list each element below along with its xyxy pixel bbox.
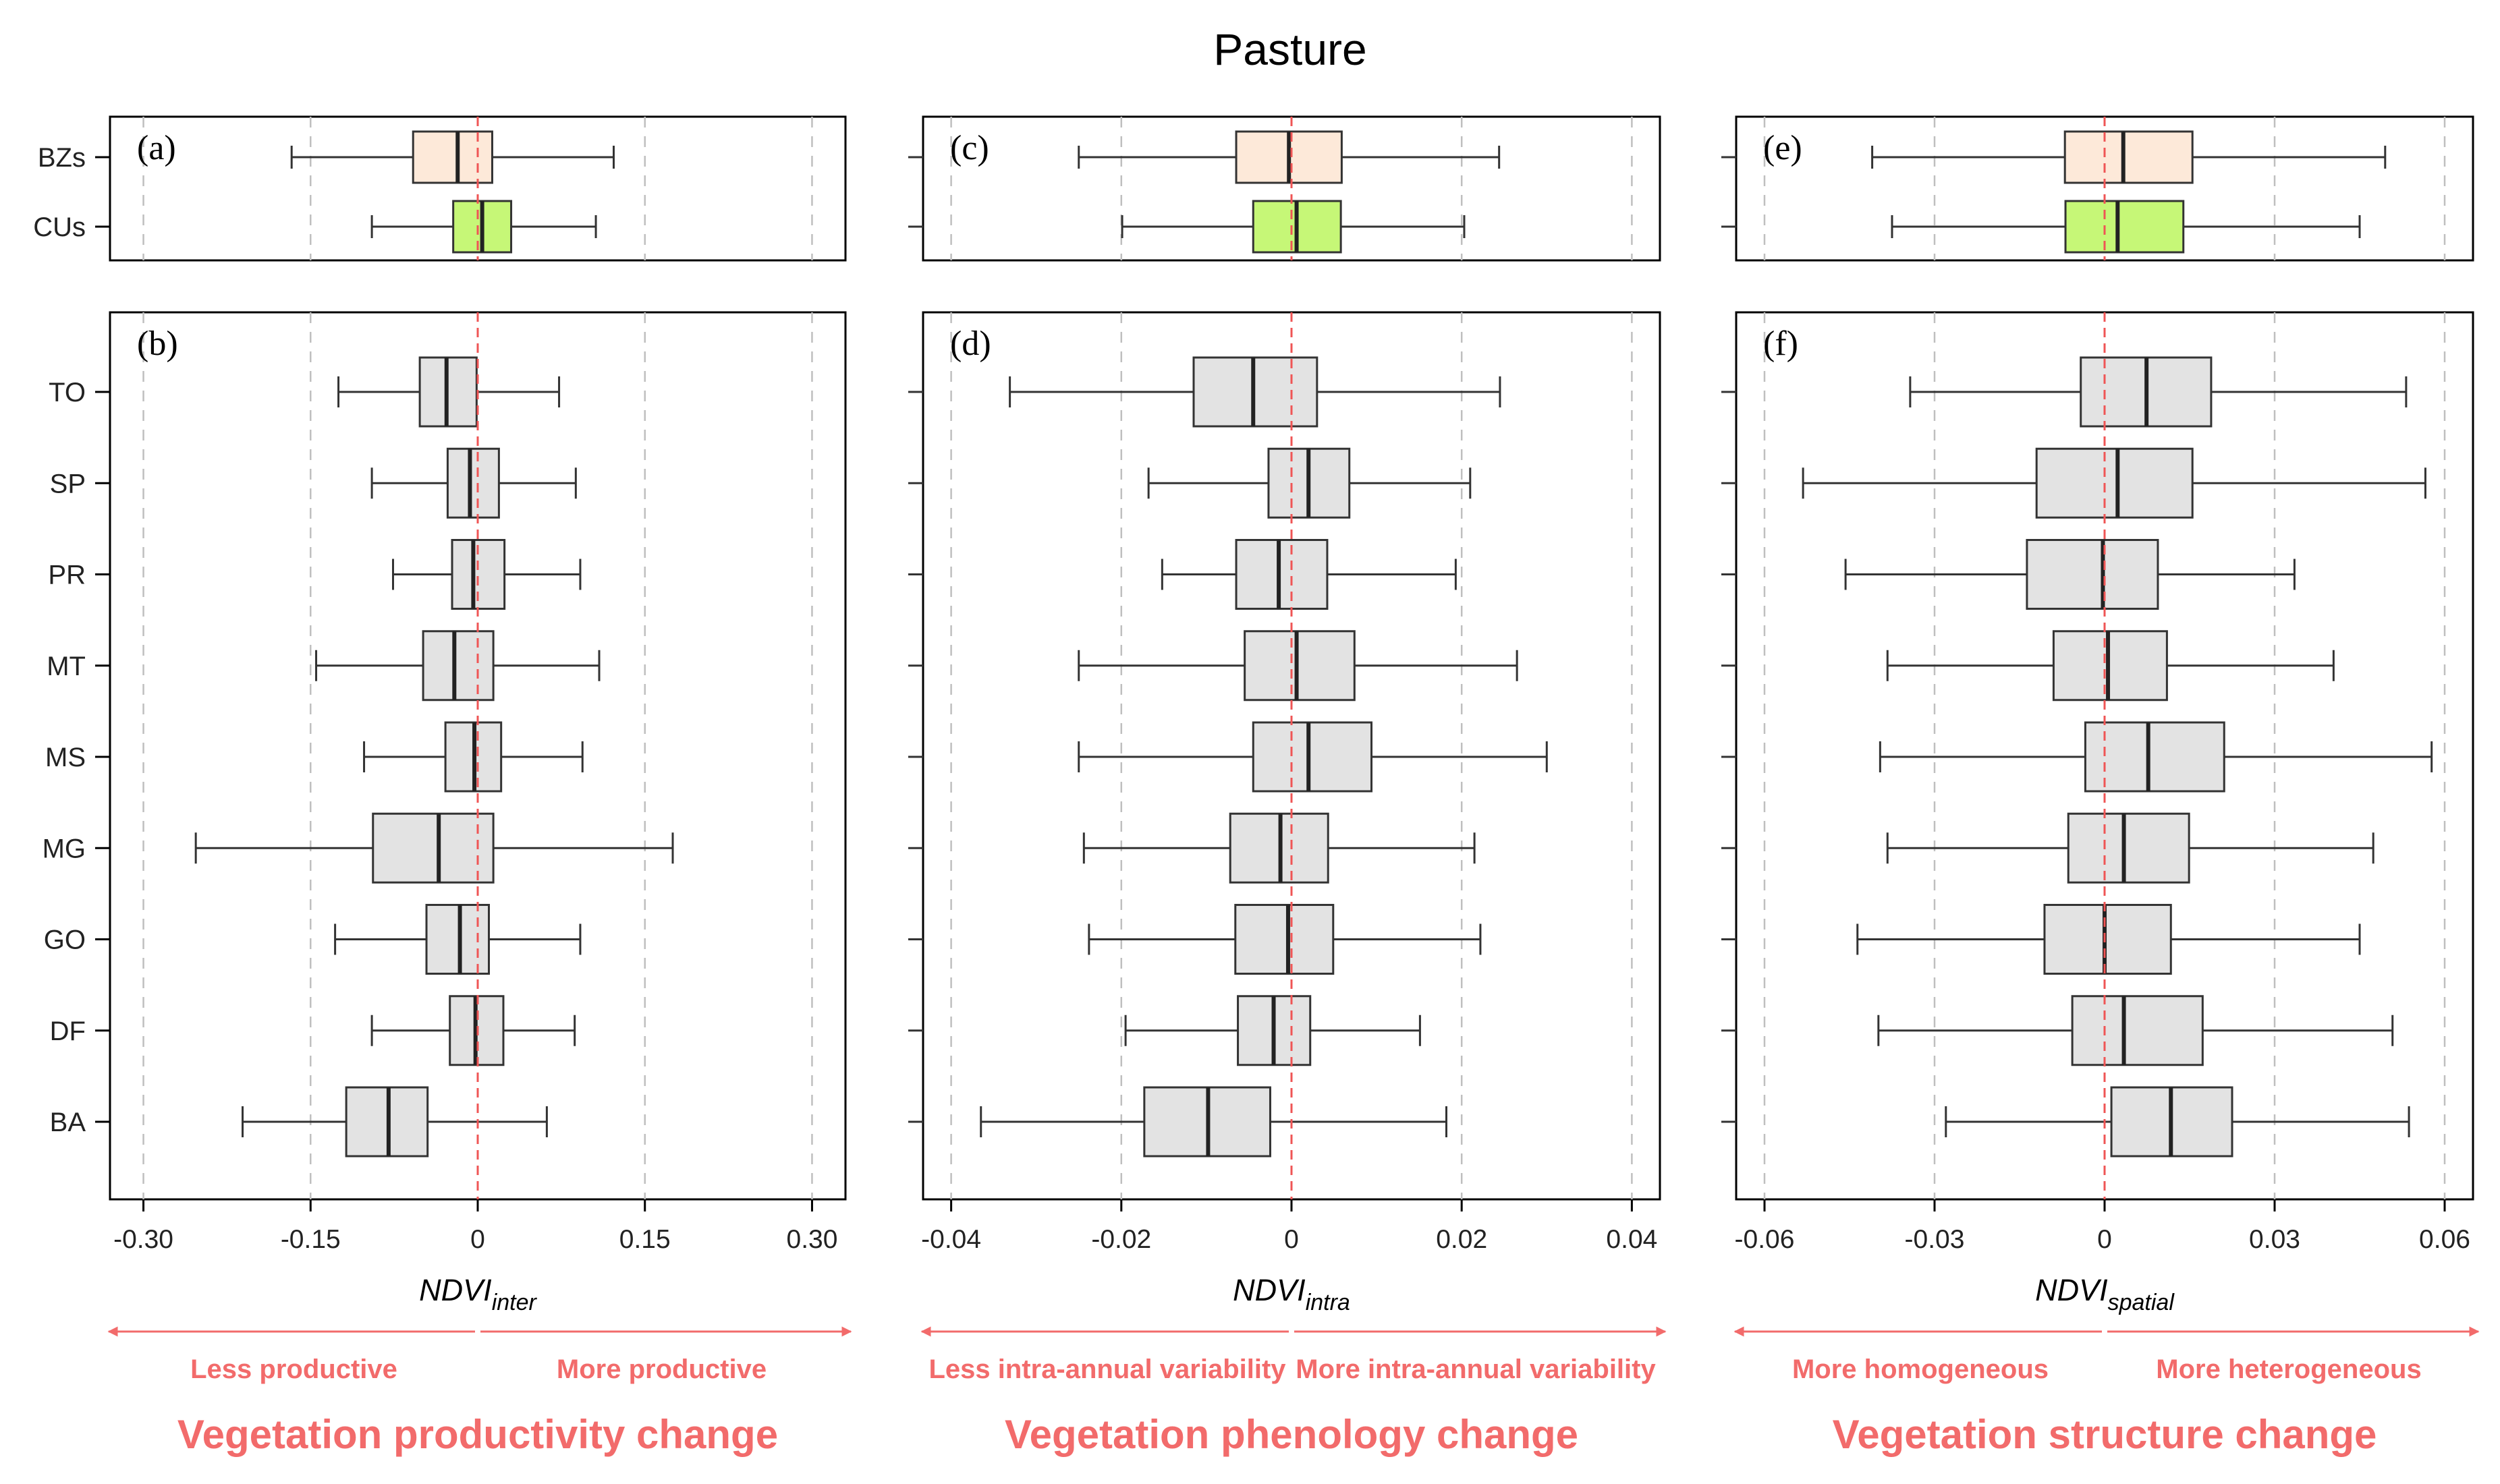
box-df	[2071, 995, 2204, 1066]
direction-label-left: Less intra-annual variability	[928, 1354, 1286, 1384]
box-ms	[1252, 721, 1373, 793]
direction-label-right: More productive	[557, 1354, 767, 1384]
panel-d: (d) -0.04 -0.02 0 0.02 0.04	[908, 311, 1661, 1254]
x-tick-label: -0.03	[1905, 1225, 1965, 1254]
x-tick-label: 0	[2097, 1225, 2112, 1254]
box-go	[425, 904, 491, 975]
x-tick-label: 0.03	[2249, 1225, 2300, 1254]
x-tick-label: 0	[470, 1225, 485, 1254]
box-mg	[372, 812, 495, 884]
box-mg	[2067, 812, 2190, 884]
change-title: Vegetation productivity change	[177, 1412, 778, 1457]
x-axis-label: NDVIinter	[419, 1273, 537, 1315]
x-tick-label: -0.15	[281, 1225, 341, 1254]
category-label: MT	[47, 652, 86, 681]
box-sp	[446, 447, 500, 519]
panel-label: (d)	[950, 324, 991, 363]
panel-label: (e)	[1763, 129, 1802, 167]
box-cus	[2064, 200, 2185, 254]
category-label: GO	[44, 925, 86, 955]
panel-label: (c)	[950, 129, 989, 167]
x-axis-label-main: NDVI	[2035, 1273, 2108, 1307]
x-tick-label: 0.04	[1606, 1225, 1657, 1254]
x-axis-label: NDVIintra	[1233, 1273, 1350, 1315]
category-label: BA	[50, 1108, 86, 1137]
category-label: TO	[49, 378, 86, 407]
category-label: PR	[48, 561, 86, 590]
panel-label: (a)	[137, 129, 176, 167]
x-tick-label: 0.15	[619, 1225, 671, 1254]
box-bzs	[412, 130, 493, 184]
x-axis-label: NDVIspatial	[2035, 1273, 2175, 1315]
x-axis-label-sub: intra	[1306, 1290, 1350, 1315]
x-axis-label-main: NDVI	[419, 1273, 492, 1307]
box-mt	[422, 630, 495, 702]
x-tick-label: 0.30	[787, 1225, 838, 1254]
direction-label-right: More intra-annual variability	[1296, 1354, 1656, 1384]
panel-label: (f)	[1763, 324, 1798, 363]
box-bzs	[2063, 130, 2194, 184]
change-title: Vegetation phenology change	[1005, 1412, 1578, 1457]
category-label: DF	[50, 1017, 86, 1046]
x-tick-label: -0.30	[113, 1225, 173, 1254]
direction-label-left: Less productive	[190, 1354, 397, 1384]
category-label: BZs	[38, 143, 86, 173]
figure-title: Pasture	[1213, 24, 1366, 74]
box-pr	[1235, 539, 1329, 610]
x-tick-label: 0.02	[1436, 1225, 1487, 1254]
box-go	[2043, 904, 2172, 975]
panel-a: BZs CUs (a)	[33, 115, 847, 262]
box-sp	[2035, 447, 2194, 519]
category-label: SP	[50, 469, 86, 498]
x-tick-label: 0.06	[2419, 1225, 2470, 1254]
box-go	[1234, 904, 1335, 975]
x-axis-label-sub: inter	[492, 1290, 538, 1315]
x-tick-label: 0	[1284, 1225, 1299, 1254]
box-mt	[2052, 630, 2168, 702]
category-label: CUs	[33, 212, 86, 242]
box-mt	[1244, 630, 1356, 702]
panel-f: (f) -0.06 -0.03 0 0.03 0.06	[1721, 311, 2474, 1254]
panel-e: (e)	[1721, 115, 2474, 262]
box-ms	[2084, 721, 2225, 793]
x-axis-label-main: NDVI	[1233, 1273, 1306, 1307]
panel-b: TO SP PR MT MS MG GO DF BA (b) -0.30 -0.15 0 0.15 0.30	[43, 311, 847, 1254]
direction-label-left: More homogeneous	[1792, 1354, 2049, 1384]
category-label: MG	[43, 834, 86, 863]
panel-label: (b)	[137, 324, 178, 363]
x-tick-label: -0.06	[1735, 1225, 1795, 1254]
box-pr	[2026, 539, 2159, 610]
category-label: MS	[45, 743, 86, 772]
change-title: Vegetation structure change	[1833, 1412, 2377, 1457]
direction-label-right: More heterogeneous	[2156, 1354, 2421, 1384]
panels-layer: BZs CUs (a) TO SP PR MT MS MG GO DF BA (b) -0.30 -0.15…	[33, 115, 2474, 1254]
x-axis-label-sub: spatial	[2108, 1290, 2175, 1315]
x-tick-label: -0.02	[1091, 1225, 1151, 1254]
panel-c: (c)	[908, 115, 1661, 262]
box-to	[1192, 356, 1318, 428]
x-tick-label: -0.04	[921, 1225, 981, 1254]
